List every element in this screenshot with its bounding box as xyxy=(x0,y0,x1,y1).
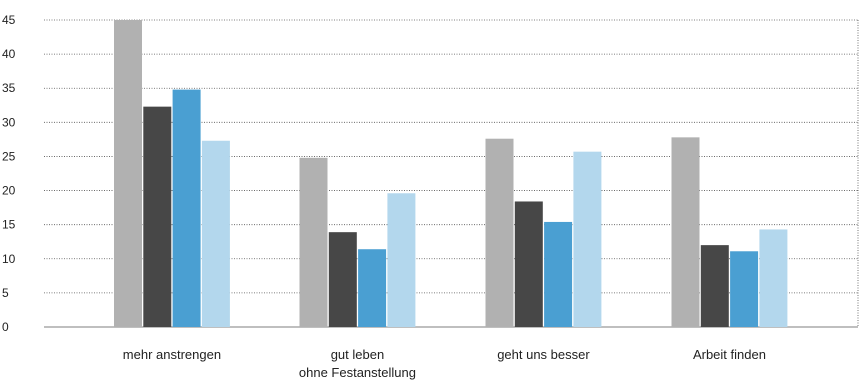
label-layer: 0 5 10 15 20 25 30 35 40 45 mehr anstrengen gut leb… xyxy=(2,13,766,380)
bar-2-series-2 xyxy=(328,232,357,327)
bar-1-series-3 xyxy=(172,89,201,327)
bar-3-series-1 xyxy=(485,138,514,327)
bar-3-series-3 xyxy=(544,221,573,327)
bar-1-series-4 xyxy=(201,140,230,327)
y-tick-label: 30 xyxy=(2,115,16,129)
bar-2-series-4 xyxy=(387,193,416,327)
y-tick-label: 20 xyxy=(2,184,16,198)
bar-2-series-1 xyxy=(299,157,328,327)
bar-4-series-1 xyxy=(671,137,700,327)
bar-4-series-2 xyxy=(700,245,729,327)
y-tick-label: 15 xyxy=(2,218,16,232)
bar-1-series-1 xyxy=(114,20,142,327)
bar-1-series-2 xyxy=(143,106,172,328)
x-category-label: mehr anstrengen xyxy=(123,347,221,362)
y-tick-label: 45 xyxy=(2,13,16,27)
bar-layer xyxy=(114,20,788,328)
y-tick-label: 5 xyxy=(2,286,9,300)
x-category-label: geht uns besser xyxy=(497,347,590,362)
x-category-label: Arbeit finden xyxy=(693,347,766,362)
bar-2-series-3 xyxy=(358,249,387,327)
y-tick-label: 40 xyxy=(2,47,16,61)
y-tick-label: 25 xyxy=(2,149,16,163)
y-tick-label: 10 xyxy=(2,252,16,266)
x-category-label: gut leben xyxy=(331,347,385,362)
bar-3-series-4 xyxy=(573,151,602,327)
y-tick-label: 0 xyxy=(2,320,9,334)
x-category-label: ohne Festanstellung xyxy=(299,365,416,380)
bar-4-series-3 xyxy=(730,251,759,327)
bar-4-series-4 xyxy=(759,229,788,327)
y-tick-label: 35 xyxy=(2,81,16,95)
bar-3-series-2 xyxy=(514,201,543,327)
